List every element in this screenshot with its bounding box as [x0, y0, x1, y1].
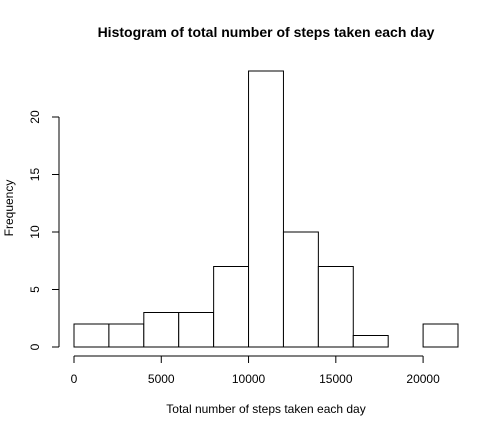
x-tick-label: 20000 [406, 372, 440, 386]
y-axis-label: Frequency [2, 180, 16, 237]
histogram-bar-2 [143, 312, 180, 348]
y-tick-label: 20 [28, 110, 42, 124]
x-tick-label: 5000 [148, 372, 175, 386]
y-tick-label: 10 [28, 225, 42, 239]
x-tick-label: 0 [71, 372, 78, 386]
y-tick-label: 5 [28, 286, 42, 293]
histogram-bar-5 [248, 70, 284, 348]
histogram-bar-1 [108, 323, 145, 348]
histogram-bar-4 [213, 266, 250, 348]
x-axis-label: Total number of steps taken each day [166, 402, 365, 416]
histogram-bar-0 [73, 323, 110, 348]
histogram-bar-3 [178, 312, 215, 348]
y-tick-label: 0 [28, 343, 42, 350]
x-tick-label: 15000 [319, 372, 353, 386]
bars-group [73, 70, 459, 348]
y-tick-label: 15 [28, 168, 42, 182]
histogram-bar-8 [352, 335, 389, 348]
chart-title: Histogram of total number of steps taken… [98, 24, 435, 40]
histogram-bar-7 [317, 266, 354, 348]
x-tick-label: 10000 [232, 372, 266, 386]
histogram-bar-10 [422, 323, 459, 348]
y-axis: 0 5 10 15 20 [28, 110, 60, 350]
histogram-bar-6 [282, 231, 319, 348]
x-axis: 0 5000 10000 15000 20000 [71, 355, 440, 386]
